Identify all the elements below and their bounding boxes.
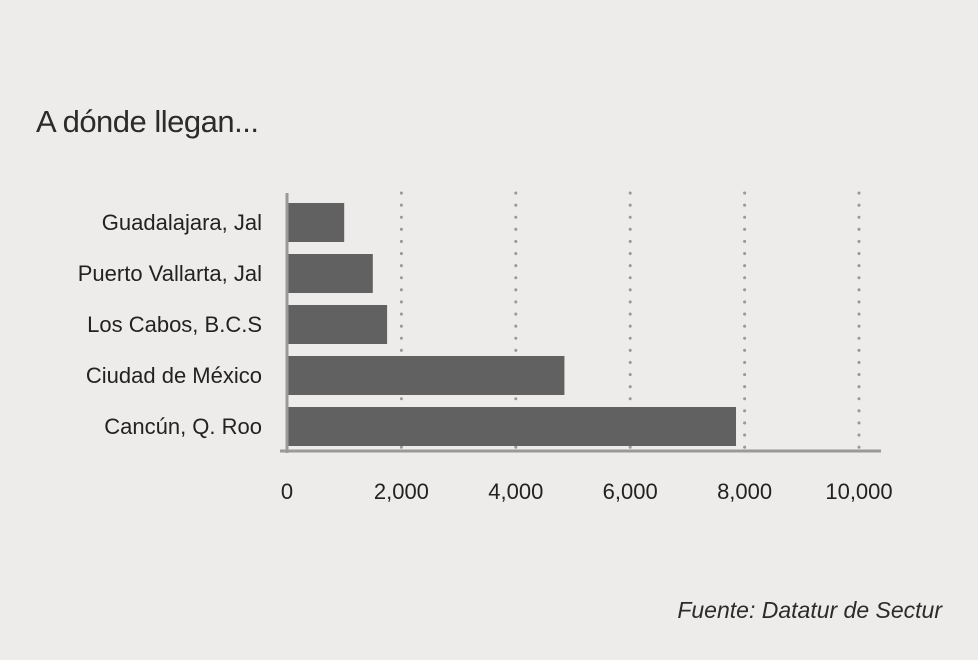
x-tick-label-3: 6,000 <box>603 479 658 504</box>
x-tick-label-5: 10,000 <box>825 479 892 504</box>
source-note: Fuente: Datatur de Sectur <box>677 597 942 623</box>
x-tick-label-2: 4,000 <box>488 479 543 504</box>
bar-3 <box>287 356 565 395</box>
bar-4 <box>287 407 737 446</box>
category-label-4: Cancún, Q. Roo <box>104 414 262 439</box>
category-label-0: Guadalajara, Jal <box>102 210 262 235</box>
bars <box>287 203 737 446</box>
category-label-2: Los Cabos, B.C.S <box>87 312 262 337</box>
bar-0 <box>287 203 345 242</box>
x-tick-label-4: 8,000 <box>717 479 772 504</box>
category-label-1: Puerto Vallarta, Jal <box>78 261 262 286</box>
category-labels: Guadalajara, Jal Puerto Vallarta, Jal Los … <box>78 210 262 439</box>
x-tick-label-0: 0 <box>281 479 293 504</box>
axes <box>280 193 881 453</box>
x-tick-label-1: 2,000 <box>374 479 429 504</box>
tick-labels: 0 2,000 4,000 6,000 8,000 10,000 <box>281 479 893 504</box>
bar-2 <box>287 305 388 344</box>
chart-title: A dónde llegan... <box>36 104 259 139</box>
category-label-3: Ciudad de México <box>86 363 262 388</box>
bar-1 <box>287 254 373 293</box>
